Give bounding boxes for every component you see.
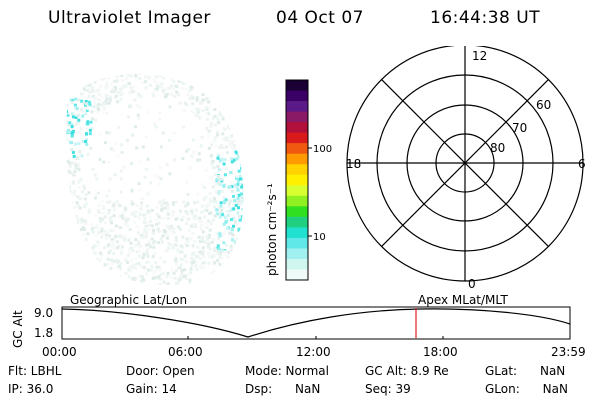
x-tick-1800: 18:00 <box>423 345 458 359</box>
glon-value: GLon: NaN <box>485 382 568 396</box>
seq-value: Seq: 39 <box>365 382 411 396</box>
mlt-12-label: 12 <box>472 49 487 63</box>
polar-dial: 12 18 6 0 60 70 80 <box>346 46 586 291</box>
y-tick-1.8: 1.8 <box>34 326 53 340</box>
mlt-6-label: 6 <box>578 157 586 171</box>
dsp-value: Dsp: NaN <box>245 382 321 396</box>
instrument-title: Ultraviolet Imager <box>48 8 211 28</box>
door-value: Door: Open <box>126 364 195 378</box>
flt-value: Flt: LBHL <box>8 364 62 378</box>
time-label: 16:44:38 UT <box>430 8 541 28</box>
apex-label: Apex MLat/MLT <box>418 293 508 307</box>
mlt-18-label: 18 <box>346 157 361 171</box>
y-tick-9: 9.0 <box>34 306 53 320</box>
altitude-curve <box>61 308 571 338</box>
date-label: 04 Oct 07 <box>276 8 364 28</box>
x-tick-2359: 23:59 <box>551 345 586 359</box>
uv-image <box>66 73 244 286</box>
timeline-axis-label: GC Alt <box>11 310 25 348</box>
altitude-timeline: GC Alt 9.0 1.8 00:00 06:00 12:00 18:00 2… <box>11 306 586 359</box>
gc-alt-value: GC Alt: 8.9 Re <box>365 364 449 378</box>
x-tick-1200: 12:00 <box>296 345 331 359</box>
colorbar-tick-100: 100 <box>313 144 332 155</box>
gain-value: Gain: 14 <box>126 382 177 396</box>
x-tick-0600: 06:00 <box>168 345 203 359</box>
geographic-label: Geographic Lat/Lon <box>70 293 188 307</box>
mode-value: Mode: Normal <box>245 364 329 378</box>
mlt-0-label: 0 <box>468 277 476 291</box>
ip-value: IP: 36.0 <box>8 382 54 396</box>
colorbar: 100 10 photon cm⁻²s⁻¹ <box>265 79 332 281</box>
mlat-70-label: 70 <box>512 121 527 135</box>
colorbar-tick-10: 10 <box>313 232 326 243</box>
glat-value: GLat: NaN <box>485 364 566 378</box>
colorbar-label: photon cm⁻²s⁻¹ <box>265 183 279 276</box>
mlat-80-label: 80 <box>490 141 505 155</box>
x-tick-0000: 00:00 <box>42 345 77 359</box>
mlat-60-label: 60 <box>536 98 551 112</box>
